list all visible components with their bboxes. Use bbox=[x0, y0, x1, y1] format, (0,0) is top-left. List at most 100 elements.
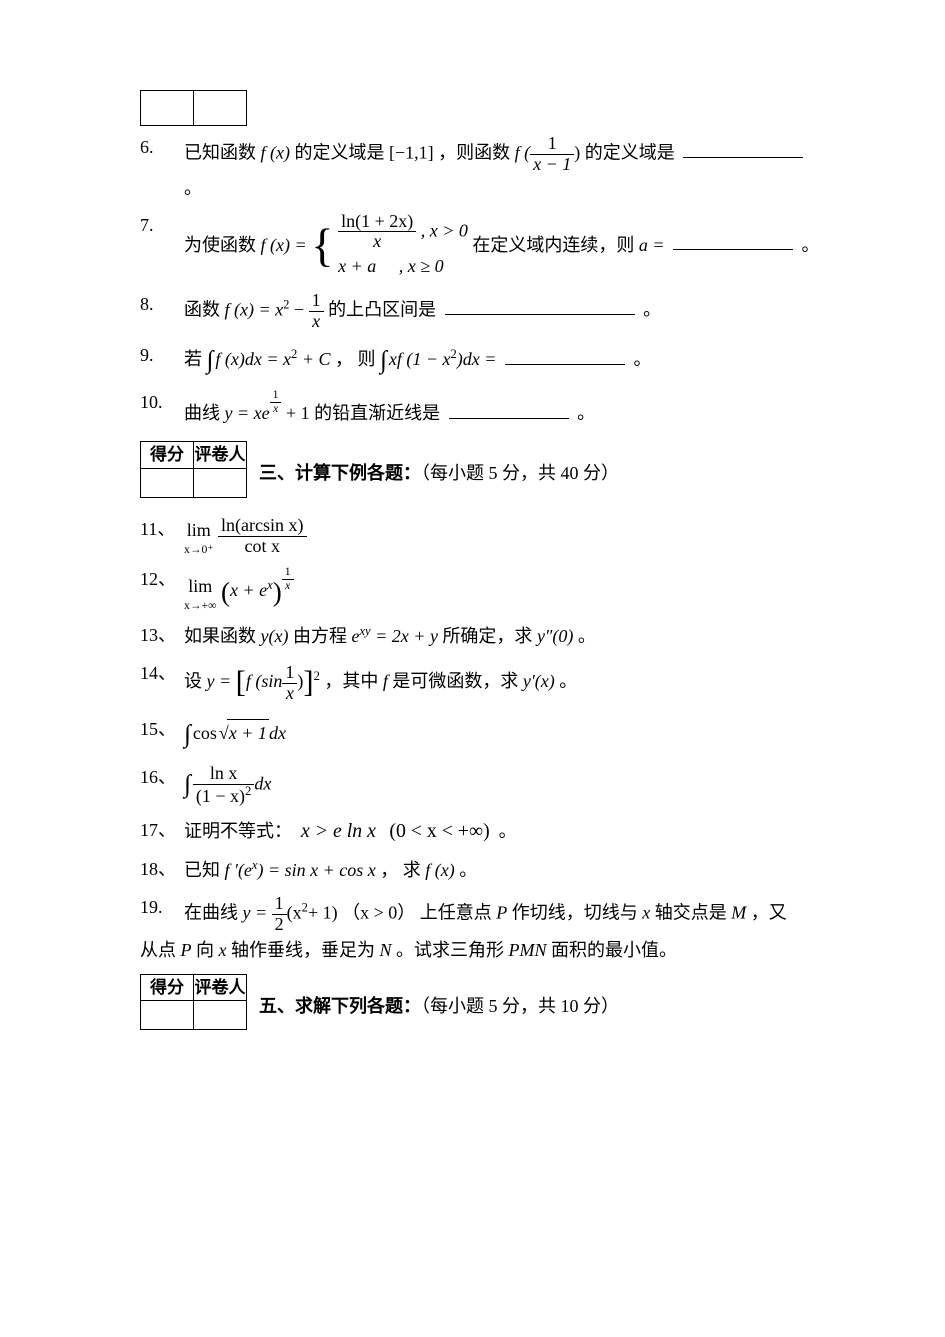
q9-rhs-close: )dx = bbox=[457, 349, 497, 369]
q16-body: ∫ln x(1 − x)2dx bbox=[184, 764, 825, 807]
q8-frac-num: 1 bbox=[309, 291, 324, 312]
section-3-no: 三、 bbox=[259, 463, 295, 483]
q17-ineq: x > e ln x bbox=[301, 820, 376, 842]
q10-exp-num: 1 bbox=[270, 389, 282, 403]
section-5-header: 得分 评卷人 五、求解下列各题：（每小题 5 分，共 10 分） bbox=[140, 974, 825, 1039]
question-12: 12、 limx→+∞ (x + ex)1x bbox=[140, 566, 825, 612]
q19-y: y = bbox=[243, 903, 272, 923]
q7-t2: 在定义域内连续，则 bbox=[472, 234, 634, 254]
q19-N: N bbox=[380, 940, 392, 960]
q7-c1-num: ln(1 + 2x) bbox=[338, 212, 416, 233]
q15-cos: cos bbox=[193, 723, 217, 743]
q14-frac-num: 1 bbox=[282, 663, 297, 684]
score-box-section-3: 得分 评卷人 bbox=[140, 441, 247, 498]
score-box-3-h2: 评卷人 bbox=[194, 442, 247, 469]
q17-number: 17、 bbox=[140, 817, 184, 844]
q14-t2: ，其中 bbox=[324, 671, 378, 691]
question-14: 14、 设 y = [f (sin1x)]2 ，其中 f 是可微函数，求 y′(… bbox=[140, 660, 825, 706]
section-3-note: （每小题 5 分，共 40 分） bbox=[421, 463, 619, 483]
q12-lim: limx→+∞ bbox=[184, 573, 216, 612]
q9-plusC: + C bbox=[302, 349, 331, 369]
q8-fx1: f (x) = x bbox=[225, 299, 284, 319]
q7-c2: x + a bbox=[338, 256, 376, 276]
q10-number: 10. bbox=[140, 389, 184, 416]
q11-frac-num: ln(arcsin x) bbox=[218, 516, 306, 537]
q11-lim: limx→0⁺ bbox=[184, 517, 214, 556]
question-8: 8. 函数 f (x) = x2 − 1x 的上凸区间是 。 bbox=[140, 291, 825, 332]
q8-minus: − bbox=[289, 299, 308, 319]
q19-t4: 轴交点是 bbox=[655, 903, 727, 923]
q19-t1: 在曲线 bbox=[184, 903, 238, 923]
score-box-5-h2: 评卷人 bbox=[194, 974, 247, 1001]
q14-fch: f bbox=[383, 671, 388, 691]
q19-l2c: 轴作垂线，垂足为 bbox=[231, 940, 375, 960]
q6-t4: 的定义域是 bbox=[585, 142, 675, 162]
q18-fx: f (x) bbox=[425, 860, 454, 880]
q10-t1: 曲线 bbox=[184, 403, 220, 423]
q14-f: f (sin bbox=[246, 671, 283, 691]
q6-body: 已知函数 f (x) 的定义域是 [−1,1] ，则函数 f (1x − 1) … bbox=[184, 134, 825, 202]
q11-lim-bot: x→0⁺ bbox=[184, 544, 214, 556]
q10-t2: 的铅直渐近线是 bbox=[314, 403, 440, 423]
q6-f-open: f ( bbox=[515, 142, 531, 162]
question-17: 17、 证明不等式： x > e ln x (0 < x < +∞) 。 bbox=[140, 817, 825, 847]
q12-exp-den: x bbox=[282, 580, 294, 593]
q7-tail: 。 bbox=[802, 234, 820, 254]
q10-blank bbox=[449, 400, 569, 419]
q18-t1: 已知 bbox=[184, 860, 220, 880]
q19-frac: 12 bbox=[272, 894, 287, 935]
question-16: 16、 ∫ln x(1 − x)2dx bbox=[140, 764, 825, 807]
q12-body: limx→+∞ (x + ex)1x bbox=[184, 566, 825, 612]
exam-page: 6. 已知函数 f (x) 的定义域是 [−1,1] ，则函数 f (1x − … bbox=[0, 0, 945, 1108]
q6-frac-den: x − 1 bbox=[530, 155, 574, 175]
q18-number: 18、 bbox=[140, 856, 184, 883]
q18-close: ) = sin x + cos x bbox=[258, 860, 376, 880]
q12-inner: x + e bbox=[230, 580, 267, 600]
q18-tail: 。 bbox=[459, 860, 477, 880]
q19-P: P bbox=[496, 903, 507, 923]
q17-t1: 证明不等式： bbox=[184, 821, 292, 841]
q6-frac: 1x − 1 bbox=[530, 134, 574, 175]
q12-number: 12、 bbox=[140, 566, 184, 593]
section-3-title: 三、计算下例各题：（每小题 5 分，共 40 分） bbox=[259, 460, 619, 487]
q9-body: 若 ∫f (x)dx = x2 + C ， 则 ∫xf (1 − x2)dx =… bbox=[184, 342, 825, 380]
q6-dom: [−1,1] bbox=[389, 142, 434, 162]
q6-frac-num: 1 bbox=[530, 134, 574, 155]
q19-l2d: 。试求三角形 bbox=[396, 940, 504, 960]
q19-P2: P bbox=[181, 940, 192, 960]
question-9: 9. 若 ∫f (x)dx = x2 + C ， 则 ∫xf (1 − x2)d… bbox=[140, 342, 825, 380]
q9-lhs1: f (x)dx = x bbox=[215, 349, 291, 369]
score-box-3-h1: 得分 bbox=[141, 442, 194, 469]
score-box-section-5: 得分 评卷人 bbox=[140, 974, 247, 1031]
q19-PMN: PMN bbox=[509, 940, 547, 960]
q10-plus1: + 1 bbox=[286, 403, 310, 423]
question-13: 13、 如果函数 y(x) 由方程 exy = 2x + y 所确定，求 y″(… bbox=[140, 622, 825, 650]
question-19: 19. 在曲线 y = 12(x2+ 1) （x > 0） 上任意点 P 作切线… bbox=[140, 894, 825, 935]
section-5-titletext: 求解下列各题： bbox=[295, 996, 421, 1016]
q11-body: limx→0⁺ ln(arcsin x)cot x bbox=[184, 516, 825, 557]
q7-brace: { ln(1 + 2x)x , x > 0 x + a , x ≥ 0 bbox=[311, 212, 468, 281]
q13-t1: 如果函数 bbox=[184, 626, 256, 646]
question-11: 11、 limx→0⁺ ln(arcsin x)cot x bbox=[140, 516, 825, 557]
q18-t2: ， 求 bbox=[380, 860, 421, 880]
q12-lim-bot: x→+∞ bbox=[184, 600, 216, 612]
q9-rhs-inner: xf (1 − x bbox=[389, 349, 451, 369]
q18-fpe: f ′(e bbox=[225, 860, 252, 880]
q6-number: 6. bbox=[140, 134, 184, 161]
q17-body: 证明不等式： x > e ln x (0 < x < +∞) 。 bbox=[184, 817, 825, 847]
q19-x1: x bbox=[642, 903, 650, 923]
q8-frac-den: x bbox=[309, 312, 324, 332]
section-5-title: 五、求解下列各题：（每小题 5 分，共 10 分） bbox=[259, 993, 619, 1020]
section-5-note: （每小题 5 分，共 10 分） bbox=[421, 996, 619, 1016]
q13-t3: 所确定，求 bbox=[442, 626, 532, 646]
q9-blank bbox=[505, 346, 625, 365]
q11-number: 11、 bbox=[140, 516, 184, 543]
q11-lim-top: lim bbox=[184, 517, 214, 544]
q15-body: ∫cos√x + 1dx bbox=[184, 716, 825, 754]
q14-number: 14、 bbox=[140, 660, 184, 687]
q14-t1: 设 bbox=[184, 671, 202, 691]
q7-c1-den: x bbox=[338, 232, 416, 252]
q10-y: y = xe bbox=[225, 403, 270, 423]
q8-frac: 1x bbox=[309, 291, 324, 332]
question-10: 10. 曲线 y = xe1x + 1 的铅直渐近线是 。 bbox=[140, 389, 825, 427]
